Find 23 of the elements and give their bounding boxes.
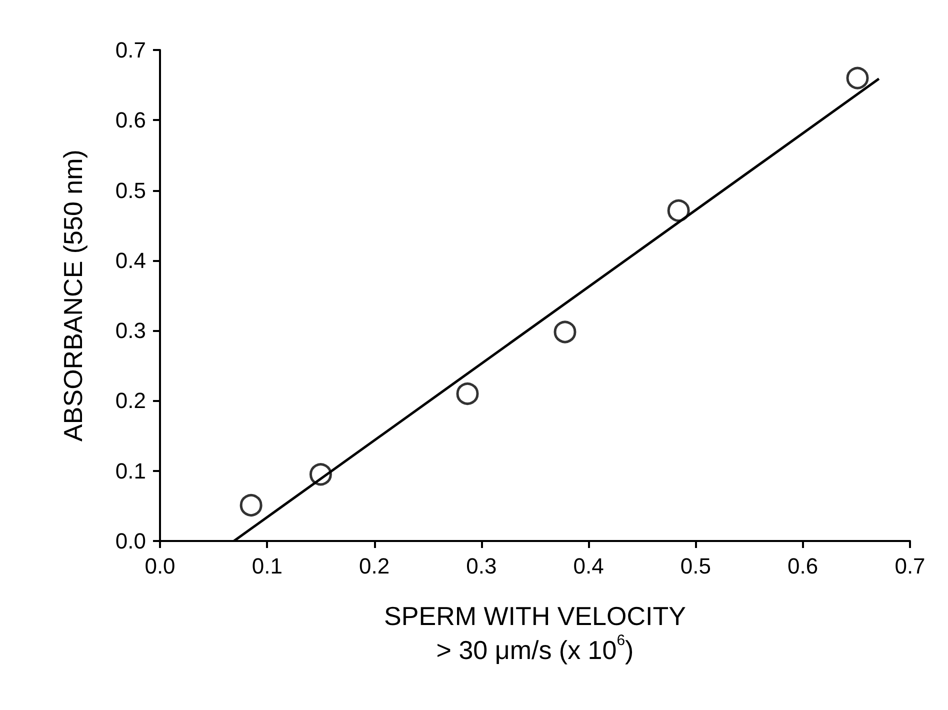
x-tick-label: 0.6: [788, 554, 818, 578]
y-tick-label: 0.5: [115, 178, 146, 203]
x-tick-label: 0.1: [252, 554, 282, 578]
y-axis-title: ABSORBANCE (550 nm): [58, 150, 88, 442]
point: [456, 382, 479, 405]
x-tick-label: 0.7: [894, 554, 926, 578]
y-tick-label: 0.2: [115, 388, 146, 414]
point: [240, 494, 262, 516]
point: [309, 463, 332, 486]
x-tick-label: 0.4: [573, 554, 604, 578]
point: [554, 320, 576, 344]
y-tick-label: 0.4: [115, 248, 146, 273]
x-tick-label: 0.0: [144, 554, 176, 578]
x-tick-label: 0.2: [358, 554, 390, 578]
x-tick-label: 0.5: [680, 554, 712, 578]
y-tick-label: 0.1: [115, 458, 146, 484]
point: [846, 66, 869, 90]
y-tick-label: 0.3: [115, 318, 146, 344]
y-tick-label: 0.6: [115, 108, 146, 133]
y-tick-label: 0.7: [115, 38, 146, 62]
y-tick-label: 0.0: [115, 528, 146, 554]
point: [667, 199, 690, 222]
x-tick-label: 0.3: [466, 554, 497, 578]
